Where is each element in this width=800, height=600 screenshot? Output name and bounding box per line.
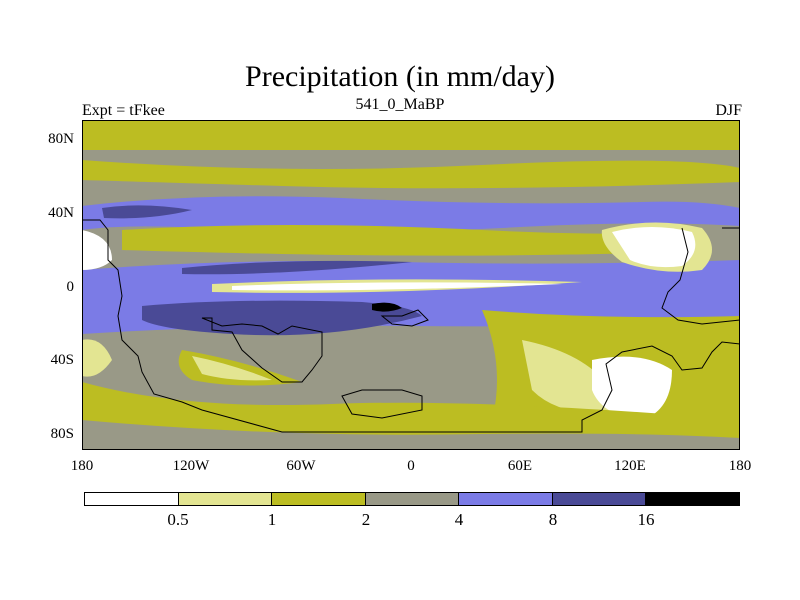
south-pacific-yellow xyxy=(192,356,272,381)
continent-outline-south xyxy=(82,219,740,433)
south-pacific-olive xyxy=(178,350,302,386)
map-frame xyxy=(82,120,740,450)
lon-label-120w: 120W xyxy=(172,458,210,474)
season-label: DJF xyxy=(715,102,742,119)
continent-outline-island xyxy=(341,389,423,419)
colorbar-box-2 xyxy=(178,493,273,505)
time-label: 541_0_MaBP xyxy=(355,96,445,113)
colorbar-box-1 xyxy=(85,493,179,505)
heavy-rain-core xyxy=(372,302,402,312)
equatorial-white xyxy=(232,282,562,291)
colorbar-box-5 xyxy=(459,493,553,505)
experiment-label: Expt = tFkee xyxy=(82,102,165,119)
lon-label-180e: 180 xyxy=(728,458,752,474)
colorbar-label-8: 8 xyxy=(548,510,558,529)
colorbar-box-4 xyxy=(365,493,460,505)
colorbar-box-7 xyxy=(646,493,740,505)
lon-label-60e: 60E xyxy=(507,458,533,474)
colorbar-label-16: 16 xyxy=(637,510,655,529)
australia-dry-white xyxy=(592,356,672,420)
continent-outline-small xyxy=(380,309,429,327)
colorbar-label-4: 4 xyxy=(454,510,464,529)
colorbar-label-0-5: 0.5 xyxy=(167,510,189,529)
arctic-olive-band xyxy=(82,120,740,150)
colorbar-label-2: 2 xyxy=(361,510,371,529)
continent-outline-central xyxy=(201,317,323,383)
lon-label-120e: 120E xyxy=(614,458,646,474)
lat-label-80s: 80S xyxy=(50,426,74,442)
west-edge-white xyxy=(82,230,112,270)
lat-label-eq: 0 xyxy=(66,279,75,295)
colorbar-label-1: 1 xyxy=(267,510,277,529)
colorbar-box-3 xyxy=(272,493,366,505)
continent-outline-east xyxy=(661,227,740,325)
north-storm-core xyxy=(102,205,192,219)
west-edge-yellow-south xyxy=(82,339,112,377)
lon-label-60w: 60W xyxy=(286,458,316,474)
north-olive-band xyxy=(82,160,740,189)
colorbar-box-6 xyxy=(552,493,647,505)
lat-label-40s: 40S xyxy=(50,352,74,368)
plot-title: Precipitation (in mm/day) xyxy=(245,60,555,93)
north-storm-track xyxy=(82,196,740,232)
lat-label-40n: 40N xyxy=(48,205,74,221)
antarctic-gray xyxy=(82,420,740,450)
east-asia-white xyxy=(612,227,696,268)
colorbar xyxy=(84,492,740,506)
precipitation-map xyxy=(82,120,740,450)
lon-label-180w: 180 xyxy=(70,458,94,474)
itcz-dark-north xyxy=(182,260,412,275)
lat-label-80n: 80N xyxy=(48,131,74,147)
subtropic-olive-north xyxy=(122,225,682,256)
lon-label-0: 0 xyxy=(407,458,415,474)
